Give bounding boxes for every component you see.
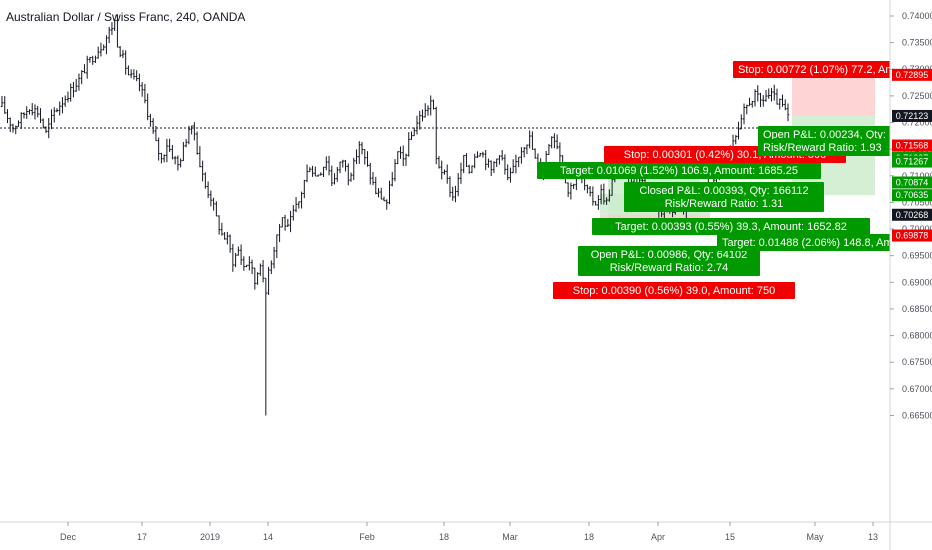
price-tag-label: 0.72895	[896, 70, 929, 80]
target-label-box-bg	[537, 162, 821, 179]
target-label-box: Target: 0.01069 (1.52%) 106.9, Amount: 1…	[537, 162, 821, 179]
risk-reward-box: Risk/Reward Ratio: 1.93	[758, 139, 890, 156]
closed-pnl-box-text: Closed P&L: 0.00393, Qty: 166112	[639, 185, 808, 197]
price-tag-label: 0.69878	[896, 231, 929, 241]
x-tick-label: 18	[584, 532, 594, 542]
y-tick-label: 0.72000	[902, 118, 932, 128]
open-pnl-box: Open P&L: 0.00986, Qty: 64102Risk/Reward…	[578, 246, 760, 276]
price-tag-bg	[892, 208, 932, 221]
target-label-box-text: Target: 0.01488 (2.06%) 148.8, Amount: 1…	[722, 237, 932, 249]
price-tag-bg	[892, 189, 932, 202]
price-tag-label: 0.70874	[896, 177, 929, 187]
risk-reward-box-text: Risk/Reward Ratio: 1.93	[763, 142, 882, 154]
price-tag: 0.71568	[892, 139, 932, 152]
position-labels: Open P&L: 0.00986, Qty: 64102Risk/Reward…	[537, 61, 932, 299]
price-tag-label: 0.71267	[896, 157, 929, 167]
target-label-box-bg	[717, 234, 890, 251]
price-tag-label: 0.71568	[896, 141, 929, 151]
open-pnl-box-text: Risk/Reward Ratio: 2.74	[610, 262, 729, 274]
x-tick-label: Apr	[651, 532, 665, 542]
price-tag-bg	[892, 109, 932, 122]
y-tick-label: 0.69000	[902, 277, 932, 287]
price-tag-label: 0.70268	[896, 210, 929, 220]
stop-label-box-text: Stop: 0.00390 (0.56%) 39.0, Amount: 750	[573, 285, 775, 297]
x-tick-label: 14	[263, 532, 273, 542]
y-tick-label: 0.72500	[902, 91, 932, 101]
stop-label-box-text: Stop: 0.00772 (1.07%) 77.2, Amount: 1000	[738, 64, 932, 76]
clipped-labels: Stop: 0.00772 (1.07%) 77.2, Amount: 1000…	[717, 61, 932, 251]
y-tick-label: 0.66500	[902, 410, 932, 420]
x-tick-label: Feb	[359, 532, 375, 542]
price-tag: 0.69878	[892, 229, 932, 242]
y-tick-label: 0.70000	[902, 224, 932, 234]
stop-zone	[792, 74, 875, 116]
open-pnl-box-text: Open P&L: 0.00234, Qty: 32379	[763, 129, 920, 141]
price-tag-bg	[892, 155, 932, 168]
chart-title: Australian Dollar / Swiss Franc, 240, OA…	[6, 10, 246, 24]
price-tag: 0.70635	[892, 189, 932, 202]
x-tick-label: Dec	[60, 532, 77, 542]
x-tick-label: 15	[725, 532, 735, 542]
price-tag: 0.70268	[892, 208, 932, 221]
open-pnl-box: Open P&L: 0.00234, Qty: 32379	[758, 126, 920, 143]
closed-pnl-box: Closed P&L: 0.00393, Qty: 166112Risk/Rew…	[624, 182, 824, 212]
price-tag: 0.70874	[892, 176, 932, 189]
price-tag-bg	[892, 229, 932, 242]
y-tick-label: 0.68500	[902, 304, 932, 314]
x-tick-label: 13	[868, 532, 878, 542]
target-label-box-text: Target: 0.00393 (0.55%) 39.3, Amount: 16…	[615, 221, 847, 233]
closed-pnl-box-text: Risk/Reward Ratio: 1.31	[665, 198, 784, 210]
x-tick-label: May	[806, 532, 824, 542]
price-tag: 0.72895	[892, 68, 932, 81]
x-tick-label: 17	[137, 532, 147, 542]
y-tick-label: 0.69500	[902, 251, 932, 261]
y-tick-label: 0.67500	[902, 357, 932, 367]
price-tag-bg	[892, 139, 932, 152]
risk-reward-box-bg	[758, 139, 890, 156]
target-label-box-bg	[592, 218, 870, 235]
price-tag: 0.72123	[892, 109, 932, 122]
price-tag-label: 0.70635	[896, 190, 929, 200]
target-label-box: Target: 0.01488 (2.06%) 148.8, Amount: 1…	[717, 234, 932, 251]
open-pnl-box-text: Open P&L: 0.00986, Qty: 64102	[591, 249, 748, 261]
y-tick-label: 0.67000	[902, 384, 932, 394]
price-tag-label: 0.72123	[896, 111, 929, 121]
price-tag: 0.71267	[892, 155, 932, 168]
price-tag-bg	[892, 68, 932, 81]
x-tick-label: Mar	[502, 532, 518, 542]
stop-label-box-bg	[553, 282, 795, 299]
y-tick-label: 0.73500	[902, 38, 932, 48]
candles	[0, 14, 790, 416]
stop-label-box: Stop: 0.00390 (0.56%) 39.0, Amount: 750	[553, 282, 795, 299]
y-tick-label: 0.74000	[902, 11, 932, 21]
y-tick-label: 0.71000	[902, 171, 932, 181]
target-label-box: Target: 0.00393 (0.55%) 39.3, Amount: 16…	[592, 218, 870, 235]
price-tag-bg	[892, 176, 932, 189]
open-pnl-box-bg	[578, 246, 760, 276]
stop-label-box-bg	[733, 61, 890, 78]
x-tick-label: 18	[439, 532, 449, 542]
y-tick-label: 0.70500	[902, 197, 932, 207]
x-tick-label: 2019	[200, 532, 220, 542]
target-label-box-text: Target: 0.01069 (1.52%) 106.9, Amount: 1…	[560, 165, 798, 177]
closed-pnl-box-bg	[624, 182, 824, 212]
y-tick-label: 0.68000	[902, 331, 932, 341]
open-pnl-box-bg	[758, 126, 890, 143]
stop-label-box: Stop: 0.00772 (1.07%) 77.2, Amount: 1000	[733, 61, 932, 78]
